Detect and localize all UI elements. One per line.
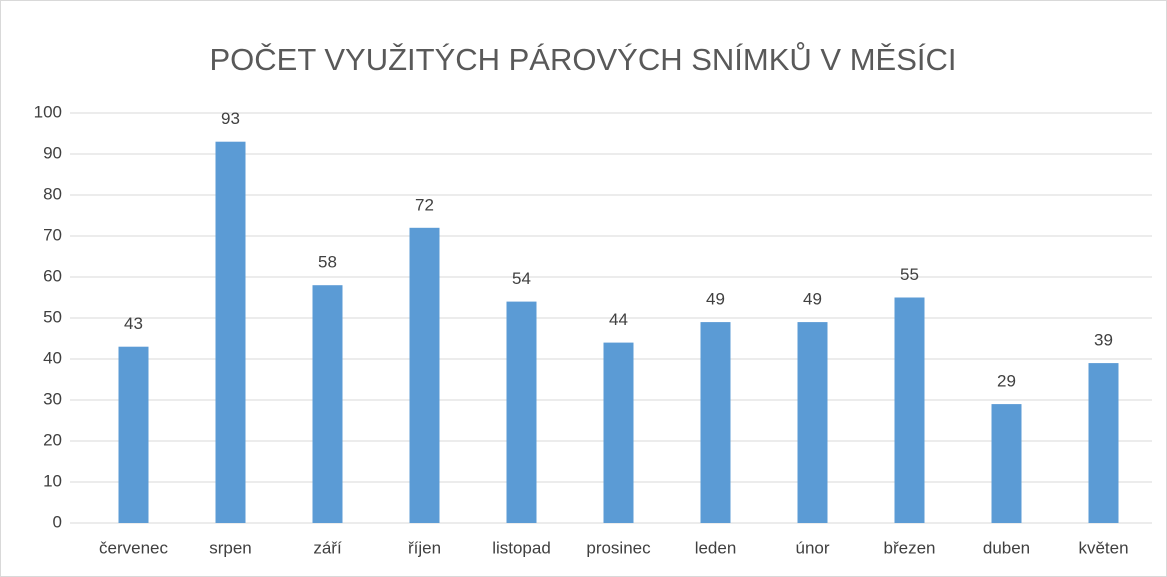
bar [894, 297, 925, 523]
y-tick-label: 50 [43, 307, 62, 326]
bar [700, 322, 731, 523]
bar [215, 141, 246, 523]
x-tick-label: listopad [492, 538, 551, 557]
data-label: 49 [803, 290, 822, 309]
data-label: 39 [1094, 331, 1113, 350]
data-label: 55 [900, 265, 919, 284]
y-tick-label: 20 [43, 430, 62, 449]
y-tick-label: 80 [43, 184, 62, 203]
y-tick-label: 90 [43, 143, 62, 162]
data-label: 54 [512, 269, 531, 288]
bar [603, 342, 634, 523]
x-tick-label: prosinec [586, 538, 651, 557]
bar [506, 301, 537, 523]
y-tick-label: 70 [43, 225, 62, 244]
x-tick-label: květen [1078, 538, 1128, 557]
x-tick-label: srpen [209, 538, 252, 557]
bar [991, 404, 1022, 523]
x-tick-label: leden [695, 538, 737, 557]
data-label: 58 [318, 253, 337, 272]
y-tick-label: 10 [43, 471, 62, 490]
y-tick-label: 40 [43, 348, 62, 367]
y-tick-label: 30 [43, 389, 62, 408]
bar [312, 285, 343, 523]
x-tick-label: únor [795, 538, 829, 557]
data-label: 43 [124, 314, 143, 333]
x-tick-label: březen [884, 538, 936, 557]
x-tick-label: říjen [408, 538, 441, 557]
bar [1088, 363, 1119, 523]
x-tick-label: září [313, 538, 342, 557]
data-label: 29 [997, 372, 1016, 391]
data-label: 49 [706, 290, 725, 309]
y-tick-label: 60 [43, 266, 62, 285]
x-tick-label: červenec [99, 538, 168, 557]
bar [797, 322, 828, 523]
y-tick-label: 0 [53, 512, 62, 531]
x-tick-label: duben [983, 538, 1030, 557]
data-label: 72 [415, 195, 434, 214]
y-tick-label: 100 [34, 102, 62, 121]
bar [118, 346, 149, 523]
data-label: 93 [221, 109, 240, 128]
bar [409, 227, 440, 524]
data-label: 44 [609, 310, 628, 329]
chart-title: POČET VYUŽITÝCH PÁROVÝCH SNÍMKŮ V MĚSÍCI [210, 41, 957, 77]
